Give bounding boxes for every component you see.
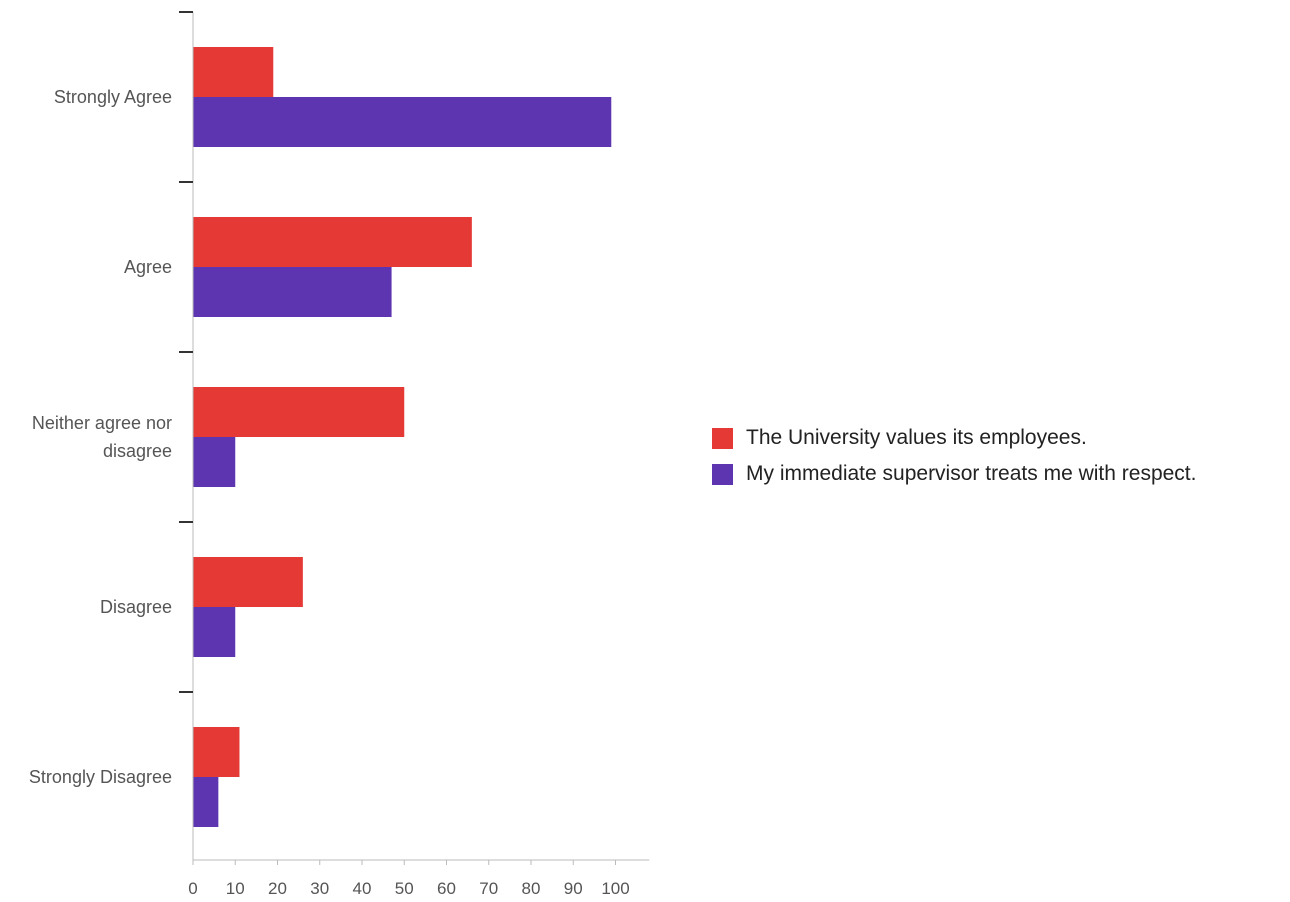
bar-university-4 xyxy=(193,727,240,777)
legend-swatch-university xyxy=(712,427,733,449)
x-axis: 0 10 20 30 40 50 60 70 80 90 100 xyxy=(188,859,650,898)
x-tick-label-80: 80 xyxy=(522,879,541,898)
legend: The University values its employees. My … xyxy=(712,420,1196,492)
bar-university-2 xyxy=(193,387,405,437)
bar-supervisor-2 xyxy=(193,437,236,487)
category-labels: Strongly Agree Agree Neither agree nor disa… xyxy=(29,87,172,787)
x-tick-label-50: 50 xyxy=(395,879,414,898)
x-tick-label-40: 40 xyxy=(353,879,372,898)
bar-supervisor-4 xyxy=(193,777,219,827)
bars-group xyxy=(193,47,612,827)
bar-supervisor-0 xyxy=(193,97,612,147)
category-label-2: Neither agree nor disagree xyxy=(32,413,172,461)
x-tick-label-0: 0 xyxy=(188,879,197,898)
bar-university-0 xyxy=(193,47,274,97)
category-label-0: Strongly Agree xyxy=(54,87,172,107)
bar-supervisor-3 xyxy=(193,607,236,657)
y-axis xyxy=(179,11,194,860)
x-tick-label-90: 90 xyxy=(564,879,583,898)
x-tick-label-100: 100 xyxy=(601,879,629,898)
legend-item-university: The University values its employees. xyxy=(712,420,1196,456)
category-label-3: Disagree xyxy=(100,597,172,617)
legend-swatch-supervisor xyxy=(712,463,733,485)
bar-university-1 xyxy=(193,217,472,267)
category-label-4: Strongly Disagree xyxy=(29,767,172,787)
category-label-1: Agree xyxy=(124,257,172,277)
x-tick-label-30: 30 xyxy=(310,879,329,898)
legend-label-supervisor: My immediate supervisor treats me with r… xyxy=(746,462,1197,485)
x-tick-label-70: 70 xyxy=(479,879,498,898)
legend-label-university: The University values its employees. xyxy=(746,426,1087,449)
x-tick-label-60: 60 xyxy=(437,879,456,898)
legend-item-supervisor: My immediate supervisor treats me with r… xyxy=(712,456,1196,492)
x-tick-label-20: 20 xyxy=(268,879,287,898)
bar-university-3 xyxy=(193,557,303,607)
bar-supervisor-1 xyxy=(193,267,392,317)
x-tick-label-10: 10 xyxy=(226,879,245,898)
